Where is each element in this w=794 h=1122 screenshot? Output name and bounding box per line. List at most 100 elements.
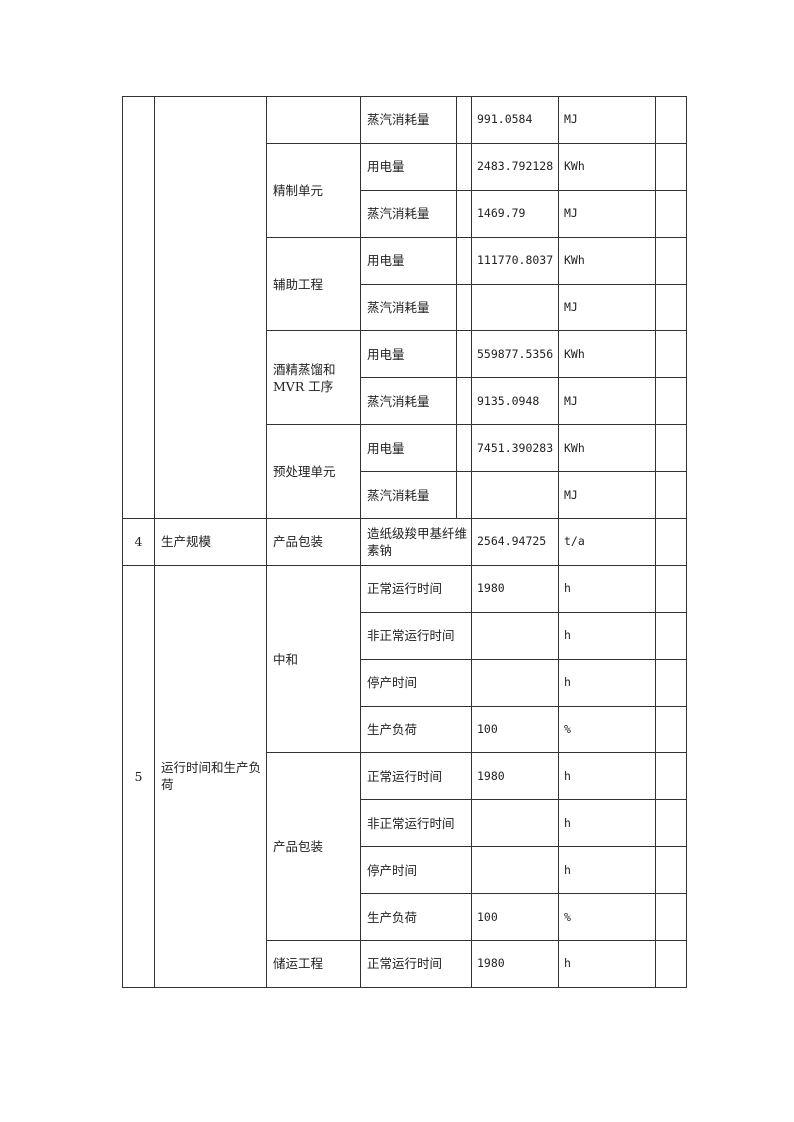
remark-cell: [655, 96, 687, 144]
unit-cell: 产品包装: [266, 752, 361, 942]
value-cell: 1980: [471, 940, 559, 988]
table-row: 产品包装 正常运行时间 1980 h: [123, 752, 687, 942]
remark-cell: [655, 846, 687, 895]
remark-cell: [655, 283, 687, 332]
uom-cell: MJ: [558, 377, 656, 426]
value-cell: 7451.390283: [471, 424, 559, 473]
uom-cell: KWh: [558, 424, 656, 473]
remark-cell: [655, 658, 687, 707]
value-cell: 111770.8037: [471, 236, 559, 285]
blank-cell: [456, 142, 472, 191]
value-cell: 100: [471, 705, 559, 754]
value-cell: 559877.5356: [471, 330, 559, 379]
unit-cell: 辅助工程: [266, 236, 361, 332]
value-cell: 2483.792128: [471, 142, 559, 191]
table-row: 辅助工程 用电量 111770.8037 KWh: [123, 236, 687, 332]
value-cell: 9135.0948: [471, 377, 559, 426]
value-cell: [471, 799, 559, 848]
item-cell: 蒸汽消耗量: [360, 283, 457, 332]
value-cell: 1469.79: [471, 189, 559, 238]
uom-cell: h: [558, 658, 656, 707]
item-cell: 用电量: [360, 142, 457, 191]
value-cell: [471, 471, 559, 520]
item-cell: 造纸级羧甲基纤维素钠: [360, 518, 472, 566]
uom-cell: h: [558, 846, 656, 895]
remark-cell: [655, 564, 687, 613]
data-table: 蒸汽消耗量 991.0584 MJ 精制单元 用电量 2483.792128 KWh 蒸汽消耗…: [122, 95, 687, 988]
blank-cell: [456, 424, 472, 473]
item-cell: 停产时间: [360, 658, 472, 707]
blank-cell: [456, 330, 472, 379]
item-cell: 停产时间: [360, 846, 472, 895]
uom-cell: h: [558, 799, 656, 848]
uom-cell: MJ: [558, 189, 656, 238]
uom-cell: h: [558, 940, 656, 988]
table-row: 生产负荷 100%: [123, 705, 687, 754]
uom-cell: MJ: [558, 471, 656, 520]
no-cell: [122, 95, 155, 520]
blank-cell: [456, 96, 472, 144]
item-cell: 正常运行时间: [360, 752, 472, 801]
uom-cell: MJ: [558, 96, 656, 144]
remark-cell: [655, 377, 687, 426]
value-cell: 100: [471, 893, 559, 942]
value-cell: [471, 846, 559, 895]
remark-cell: [655, 799, 687, 848]
unit-cell: 酒精蒸馏和MVR 工序: [266, 330, 361, 426]
table-row: 蒸汽消耗量 9135.0948 MJ: [123, 377, 687, 426]
blank-cell: [456, 283, 472, 332]
table-row: 蒸汽消耗量 MJ: [123, 471, 687, 520]
item-cell: 蒸汽消耗量: [360, 471, 457, 520]
remark-cell: [655, 705, 687, 754]
unit-cell: 预处理单元: [266, 424, 361, 520]
table-row: 酒精蒸馏和MVR 工序 用电量 559877.5356 KWh: [123, 330, 687, 426]
item-cell: 用电量: [360, 424, 457, 473]
uom-cell: KWh: [558, 236, 656, 285]
table-row: 生产负荷 100%: [123, 893, 687, 942]
category-cell: 生产规模: [154, 518, 267, 566]
uom-cell: %: [558, 705, 656, 754]
item-cell: 蒸汽消耗量: [360, 189, 457, 238]
remark-cell: [655, 893, 687, 942]
item-cell: 正常运行时间: [360, 564, 472, 613]
category-cell: 运行时间和生产负荷: [154, 564, 267, 988]
uom-cell: h: [558, 752, 656, 801]
remark-cell: [655, 471, 687, 520]
remark-cell: [655, 236, 687, 285]
value-cell: [471, 658, 559, 707]
value-cell: 1980: [471, 564, 559, 613]
category-cell: [154, 95, 267, 520]
uom-cell: h: [558, 611, 656, 660]
table-row: 非正常运行时间 h: [123, 799, 687, 848]
blank-cell: [456, 236, 472, 285]
uom-cell: KWh: [558, 142, 656, 191]
uom-cell: h: [558, 564, 656, 613]
value-cell: 1980: [471, 752, 559, 801]
table-row: 储运工程 正常运行时间 1980 h: [123, 940, 687, 988]
remark-cell: [655, 518, 687, 566]
uom-cell: MJ: [558, 283, 656, 332]
value-cell: [471, 283, 559, 332]
item-cell: 用电量: [360, 330, 457, 379]
blank-cell: [456, 471, 472, 520]
item-cell: 生产负荷: [360, 893, 472, 942]
table-row: 蒸汽消耗量 1469.79 MJ: [123, 189, 687, 238]
unit-cell: [266, 96, 361, 144]
uom-cell: KWh: [558, 330, 656, 379]
unit-cell: 精制单元: [266, 142, 361, 238]
item-cell: 蒸汽消耗量: [360, 377, 457, 426]
unit-cell: 产品包装: [266, 518, 361, 566]
remark-cell: [655, 142, 687, 191]
item-cell: 正常运行时间: [360, 940, 472, 988]
uom-cell: %: [558, 893, 656, 942]
value-cell: [471, 611, 559, 660]
table-row: 精制单元 用电量 2483.792128 KWh: [123, 142, 687, 238]
remark-cell: [655, 424, 687, 473]
blank-cell: [456, 377, 472, 426]
item-cell: 非正常运行时间: [360, 611, 472, 660]
unit-cell: 中和: [266, 564, 361, 754]
remark-cell: [655, 189, 687, 238]
table-row: 蒸汽消耗量 MJ: [123, 283, 687, 332]
value-cell: 991.0584: [471, 96, 559, 144]
unit-cell: 储运工程: [266, 940, 361, 988]
